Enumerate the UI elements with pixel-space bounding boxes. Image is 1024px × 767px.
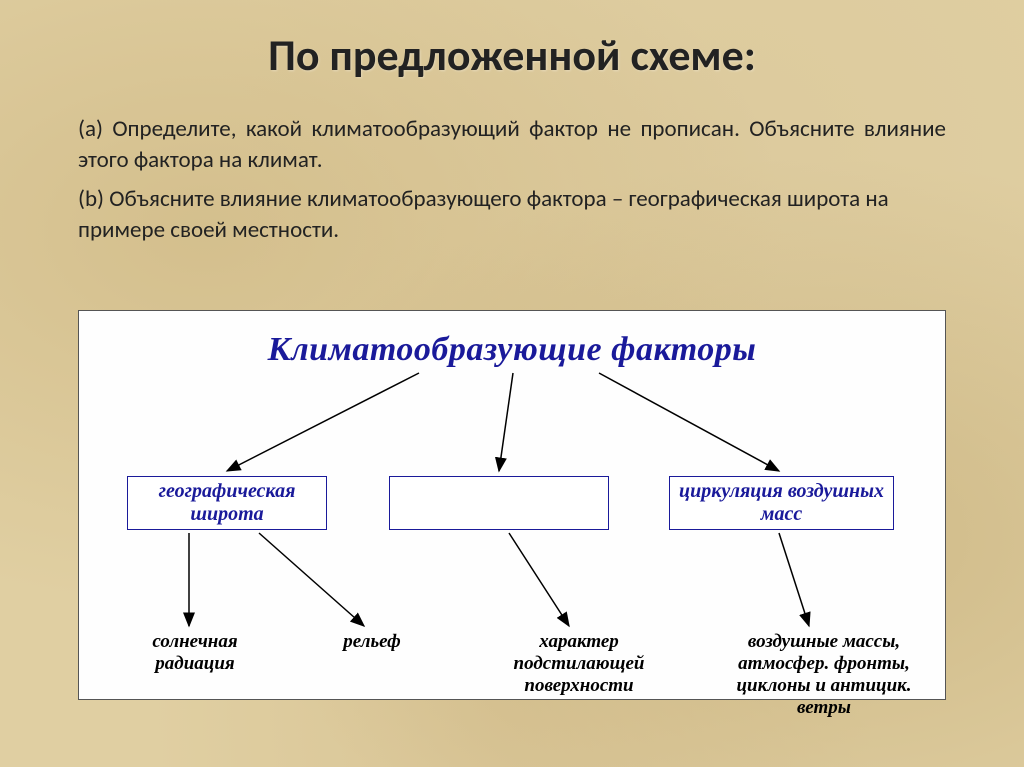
task-a: (а) Определите, какой климатообразующий … (78, 114, 946, 176)
diagram-title: Климатообразующие факторы (79, 331, 945, 369)
diagram-container: Климатообразующие факторы географическая… (78, 310, 946, 700)
leaf-surface-character: характер подстилающей поверхности (479, 631, 679, 697)
task-block: (а) Определите, какой климатообразующий … (78, 114, 946, 246)
page-title: По предложенной схеме: (0, 0, 1024, 82)
task-b: (b) Объясните влияние климатообразующего… (78, 184, 946, 246)
leaf-solar-radiation: солнечная радиация (125, 631, 265, 675)
factor-box-empty (389, 476, 609, 530)
leaf-air-masses: воздушные массы, атмосфер. фронты, цикло… (709, 631, 939, 718)
factor-box-air-circulation: циркуляция воздушных масс (669, 476, 894, 530)
leaf-relief: рельеф (327, 631, 417, 653)
factor-box-geographic-latitude: географическая широта (127, 476, 327, 530)
